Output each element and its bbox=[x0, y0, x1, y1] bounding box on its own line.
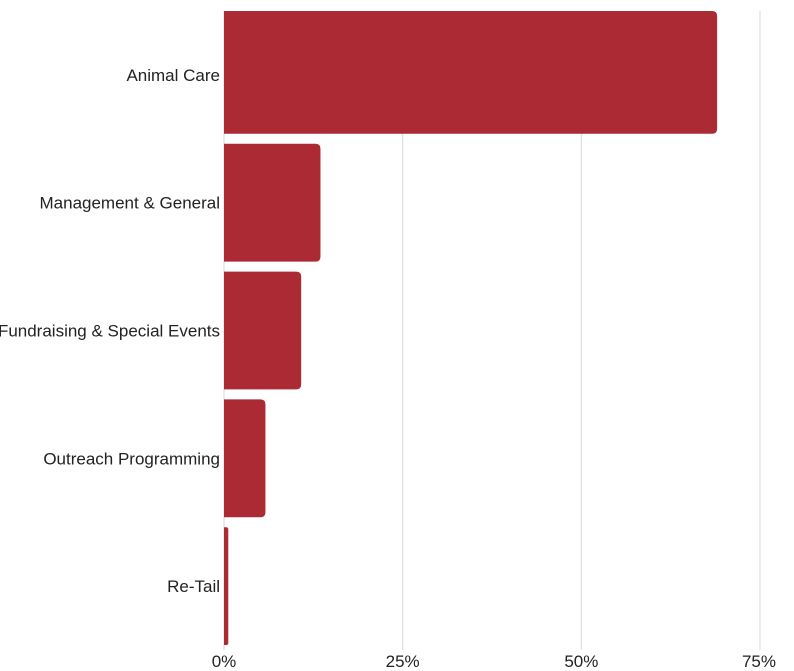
x-tick-label: 25% bbox=[386, 652, 420, 671]
x-tick-label: 0% bbox=[212, 652, 237, 671]
category-label: Outreach Programming bbox=[43, 449, 220, 468]
bar-fundraising-special-events bbox=[224, 271, 302, 390]
category-label: Management & General bbox=[40, 194, 221, 213]
category-labels: Animal Care Management & General Fundraisi… bbox=[0, 66, 220, 596]
x-tick-label: 75% bbox=[742, 652, 776, 671]
category-label: Animal Care bbox=[126, 66, 220, 85]
category-label: Re-Tail bbox=[167, 577, 220, 596]
bar-re-tail bbox=[224, 527, 229, 645]
x-axis-tick-labels: 0% 25% 50% 75% bbox=[212, 652, 776, 671]
bars bbox=[224, 11, 718, 645]
bar-management-general bbox=[224, 143, 321, 262]
bar-animal-care bbox=[224, 11, 718, 134]
bar-outreach-programming bbox=[224, 399, 266, 518]
x-tick-label: 50% bbox=[564, 652, 598, 671]
category-label: Fundraising & Special Events bbox=[0, 322, 220, 341]
